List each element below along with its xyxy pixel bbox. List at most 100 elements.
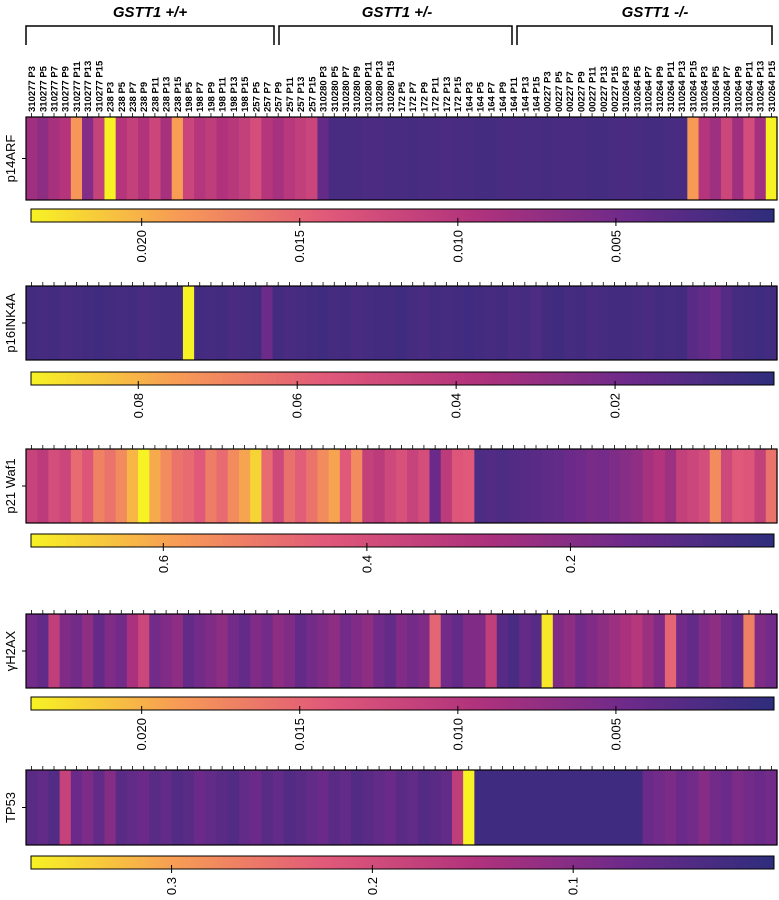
heatmap-cell xyxy=(306,449,319,523)
heatmap-panel: p21 Waf1 0.6 0.4 0.2 xyxy=(3,445,778,573)
sample-label: 257 P13 xyxy=(296,77,307,112)
heatmap-cell xyxy=(687,286,700,360)
heatmap-cell xyxy=(261,614,274,688)
colorbar-tick-label: 0.08 xyxy=(131,393,146,418)
heatmap-cell xyxy=(227,286,240,360)
heatmap-cell xyxy=(653,614,666,688)
heatmap-cell xyxy=(250,770,262,845)
heatmap-cell xyxy=(328,614,341,688)
heatmap-cell xyxy=(182,117,195,200)
heatmap-cell xyxy=(496,770,509,845)
heatmap-cell xyxy=(507,614,520,688)
heatmap-cell xyxy=(351,117,363,200)
colorbar-gradient xyxy=(30,208,775,223)
sample-labels: 310277 P3 310277 P5 310277 P7 310277 P9 3102… xyxy=(27,60,778,112)
heatmap-panel: TP53 0.3 0.2 0.1 xyxy=(3,766,778,895)
heatmap-cell xyxy=(608,117,621,200)
heatmap-cell xyxy=(440,286,453,360)
colorbar-tick-label: 0.020 xyxy=(134,230,149,263)
heatmap-cell xyxy=(384,286,397,360)
colorbar-tick-label: 0.2 xyxy=(365,877,380,895)
heatmap-cell xyxy=(709,614,722,688)
heatmap-cell xyxy=(765,770,778,845)
heatmap-cell xyxy=(160,614,173,688)
heatmap-cell xyxy=(104,614,117,688)
heatmap-cell xyxy=(126,449,139,523)
heatmap-cell xyxy=(194,770,206,845)
heatmap-cell xyxy=(115,449,128,523)
heatmap-cell xyxy=(720,449,733,523)
heatmap-cell xyxy=(59,117,72,200)
heatmap-cell xyxy=(272,117,285,200)
heatmap-cell xyxy=(743,770,756,845)
heatmap-cell xyxy=(149,117,162,200)
heatmap-cell xyxy=(519,449,531,523)
heatmap-cell xyxy=(115,286,128,360)
colorbar-tick-label: 0.06 xyxy=(290,393,305,418)
heatmap-cell xyxy=(451,449,464,523)
heatmap-cell xyxy=(754,449,767,523)
heatmap-cell xyxy=(765,614,778,688)
heatmap-cell xyxy=(104,449,117,523)
heatmap-cell xyxy=(743,286,756,360)
heatmap-cell xyxy=(59,286,72,360)
heatmap-cell xyxy=(351,614,363,688)
group-bracket-3 xyxy=(516,25,773,45)
heatmap-cell xyxy=(608,449,621,523)
sample-label: 172 P11 xyxy=(431,76,442,112)
heatmap-cell xyxy=(104,770,117,845)
heatmap-cell xyxy=(564,117,576,200)
heatmap-cell xyxy=(496,286,509,360)
sample-label: 172 P7 xyxy=(408,82,419,112)
heatmap-cell xyxy=(384,117,397,200)
heatmap-cell xyxy=(126,614,139,688)
sample-label: 310264 P15 xyxy=(688,60,699,112)
heatmap-cell xyxy=(362,770,375,845)
colorbar-gradient xyxy=(30,371,775,386)
group-header-1: GSTT1 +/+ xyxy=(25,4,275,45)
sample-label: 164 P9 xyxy=(498,82,509,112)
gene-label: p21 Waf1 xyxy=(3,458,18,513)
group-label-3: GSTT1 -/- xyxy=(622,4,689,21)
sample-label: 198 P7 xyxy=(195,82,206,112)
sample-label: 310264 P5 xyxy=(632,65,643,112)
heatmap-cell xyxy=(194,449,206,523)
heatmap-cell xyxy=(328,117,341,200)
colorbar: 0.020 0.015 0.010 0.005 xyxy=(30,208,775,263)
heatmap-cell xyxy=(306,770,319,845)
heatmap-cell xyxy=(238,117,251,200)
heatmap-cell xyxy=(160,117,173,200)
group-bracket-1 xyxy=(25,25,275,45)
heatmap-cell xyxy=(194,117,206,200)
sample-label: 310280 P11 xyxy=(363,61,374,112)
sample-label: 310264 P15 xyxy=(767,60,778,112)
heatmap-cell xyxy=(754,117,767,200)
sample-label: 257 P7 xyxy=(262,82,273,112)
colorbar: 0.020 0.015 0.010 0.005 xyxy=(30,696,775,751)
heatmap-cell xyxy=(709,117,722,200)
heatmap-cell xyxy=(474,286,487,360)
heatmap-cell xyxy=(295,614,307,688)
heatmap-cell xyxy=(564,770,576,845)
sample-label: 310277 P7 xyxy=(50,66,61,112)
heatmap-cell xyxy=(171,770,184,845)
heatmap-cell xyxy=(664,286,677,360)
sample-label: 172 P5 xyxy=(397,81,408,112)
heatmap-cell xyxy=(541,770,554,845)
heatmap-cell xyxy=(126,117,139,200)
heatmap-cell xyxy=(37,770,50,845)
sample-label: 198 P15 xyxy=(240,76,251,112)
heatmap-cell xyxy=(227,614,240,688)
sample-label: 00227 P15 xyxy=(610,65,621,112)
heatmap-cell xyxy=(126,770,139,845)
heatmap-cell xyxy=(407,117,419,200)
heatmap-cell xyxy=(732,614,744,688)
heatmap-cell xyxy=(765,286,778,360)
heatmap-cell xyxy=(530,286,543,360)
colorbar-tick-label: 0.015 xyxy=(292,718,307,751)
heatmap-cell xyxy=(328,286,341,360)
group-label-1: GSTT1 +/+ xyxy=(113,4,187,21)
heatmap-panel: p16INK4A 0.08 0.06 0.04 0.02 xyxy=(3,282,778,418)
heatmap-cell xyxy=(575,117,588,200)
